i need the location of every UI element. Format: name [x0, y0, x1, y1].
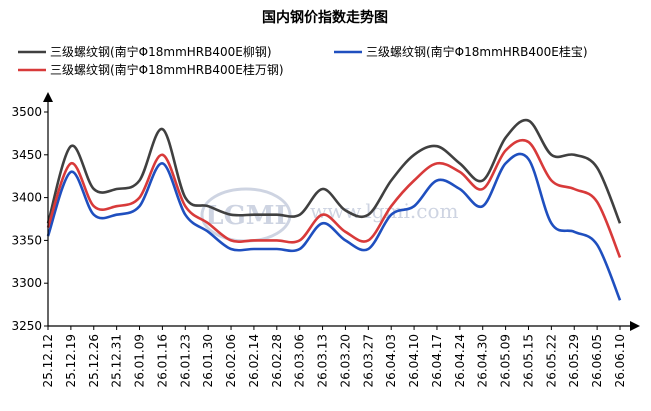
chart-title: 国内钢价指数走势图: [262, 9, 388, 26]
series-line-2: [46, 138, 622, 258]
x-tick-label-20: 26.05.09: [499, 334, 513, 387]
x-tick-label-21: 26.05.15: [521, 334, 535, 387]
x-tick-label-15: 26.04.03: [384, 334, 398, 387]
x-tick-label-24: 26.06.05: [590, 334, 604, 387]
series-line-0: [46, 118, 622, 224]
x-tick-label-10: 26.02.28: [270, 334, 284, 387]
x-tick-label-8: 26.02.06: [224, 334, 238, 387]
legend: 三级螺纹钢(南宁Φ18mmHRB400E柳钢) 三级螺纹钢(南宁Φ18mmHRB4…: [18, 44, 588, 77]
x-tick-label-0: 25.12.12: [41, 334, 55, 387]
x-tick-label-12: 26.03.13: [316, 334, 330, 387]
x-tick-label-3: 25.12.31: [110, 334, 124, 387]
axes: 3250 3300 3350 3400 3450 3500 25.12.12 25.12.19…: [11, 92, 640, 387]
y-tick-label-4: 3450: [11, 148, 42, 162]
legend-label-0: 三级螺纹钢(南宁Φ18mmHRB400E柳钢): [50, 44, 272, 59]
x-tick-label-1: 25.12.19: [64, 334, 78, 387]
x-tick-label-14: 26.03.27: [361, 334, 375, 387]
y-tick-label-2: 3350: [11, 233, 42, 247]
legend-label-2: 三级螺纹钢(南宁Φ18mmHRB400E桂万钢): [50, 62, 284, 77]
x-tick-label-25: 26.06.10: [613, 334, 627, 387]
y-tick-label-3: 3400: [11, 191, 42, 205]
y-tick-label-0: 3250: [11, 319, 42, 333]
series-layer: [46, 118, 622, 301]
x-tick-label-16: 26.04.10: [407, 334, 421, 387]
x-tick-label-18: 26.04.24: [453, 334, 467, 387]
x-tick-label-2: 25.12.26: [87, 334, 101, 387]
x-tick-label-4: 26.01.09: [133, 334, 147, 387]
x-tick-label-9: 26.02.14: [247, 334, 261, 387]
x-tick-label-19: 26.04.30: [476, 334, 490, 387]
x-tick-label-11: 26.03.06: [293, 334, 307, 387]
x-tick-label-5: 26.01.16: [155, 334, 169, 387]
y-tick-label-5: 3500: [11, 105, 42, 119]
series-line-1: [46, 152, 622, 301]
watermark: LGMI www.lgmi.com: [200, 187, 459, 243]
x-tick-label-23: 26.05.29: [567, 334, 581, 387]
x-axis-arrow: [630, 321, 640, 331]
legend-label-1: 三级螺纹钢(南宁Φ18mmHRB400E桂宝): [366, 44, 588, 59]
x-tick-label-6: 26.01.23: [178, 334, 192, 387]
y-tick-label-1: 3300: [11, 276, 42, 290]
x-tick-label-13: 26.03.20: [338, 334, 352, 387]
x-tick-label-7: 26.01.30: [201, 334, 215, 387]
x-tick-label-22: 26.05.22: [544, 334, 558, 387]
y-axis-arrow: [43, 92, 53, 102]
x-tick-label-17: 26.04.17: [430, 334, 444, 387]
